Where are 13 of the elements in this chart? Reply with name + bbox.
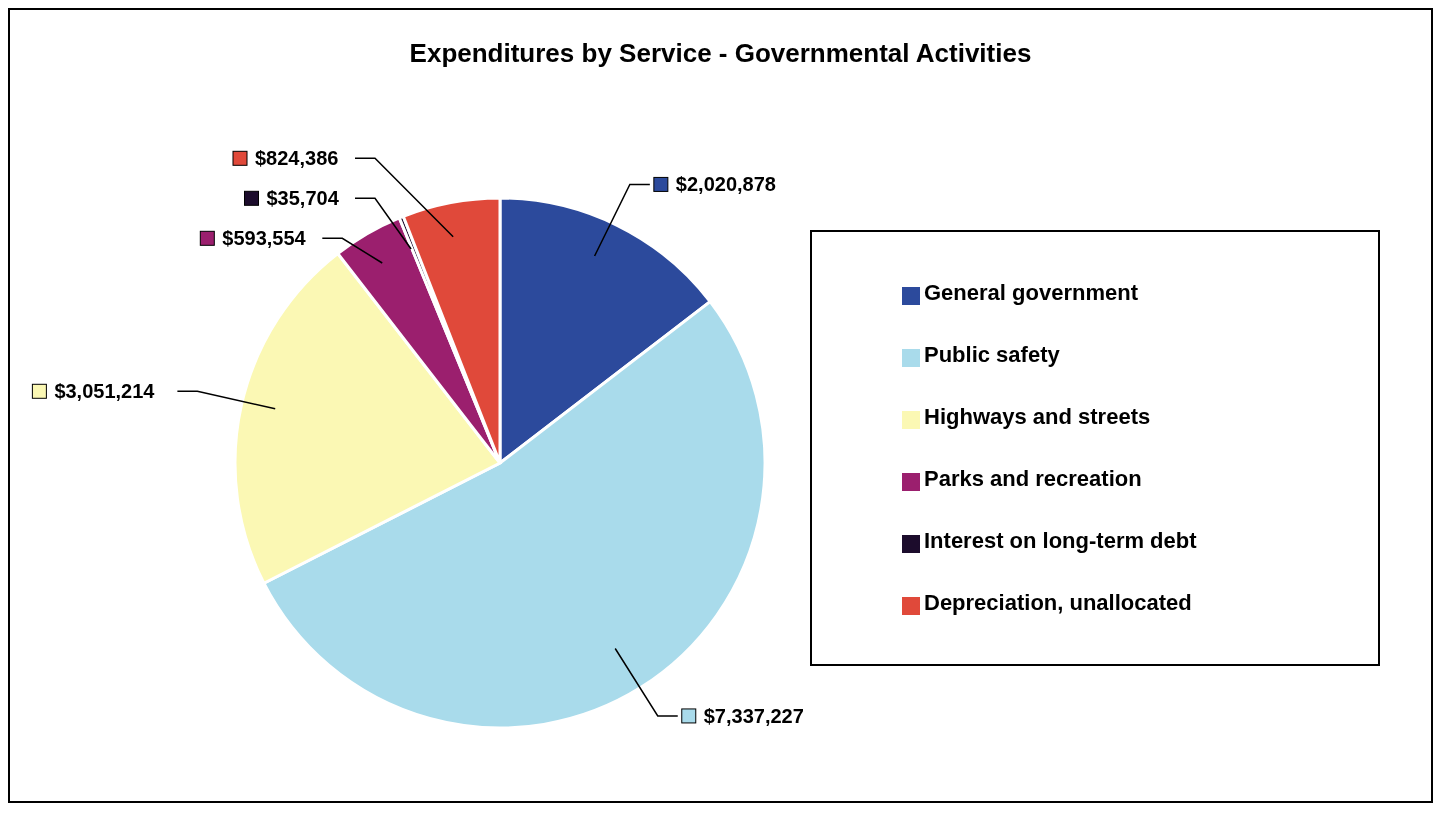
legend-label: General government [924,280,1138,305]
legend-label: Highways and streets [924,404,1151,429]
data-label: $3,051,214 [54,380,156,403]
data-label: $2,020,878 [675,173,776,196]
chart-title: Expenditures by Service - Governmental Activities [408,37,1033,70]
data-label: $35,704 [266,187,340,210]
legend-label: Interest on long-term debt [924,528,1197,553]
legend-label: Depreciation, unallocated [924,590,1192,615]
data-label: $824,386 [255,147,339,170]
data-label: $593,554 [222,227,307,250]
data-label: $7,337,227 [703,704,804,727]
legend-label: Parks and recreation [924,466,1142,491]
legend-label: Public safety [924,342,1060,367]
